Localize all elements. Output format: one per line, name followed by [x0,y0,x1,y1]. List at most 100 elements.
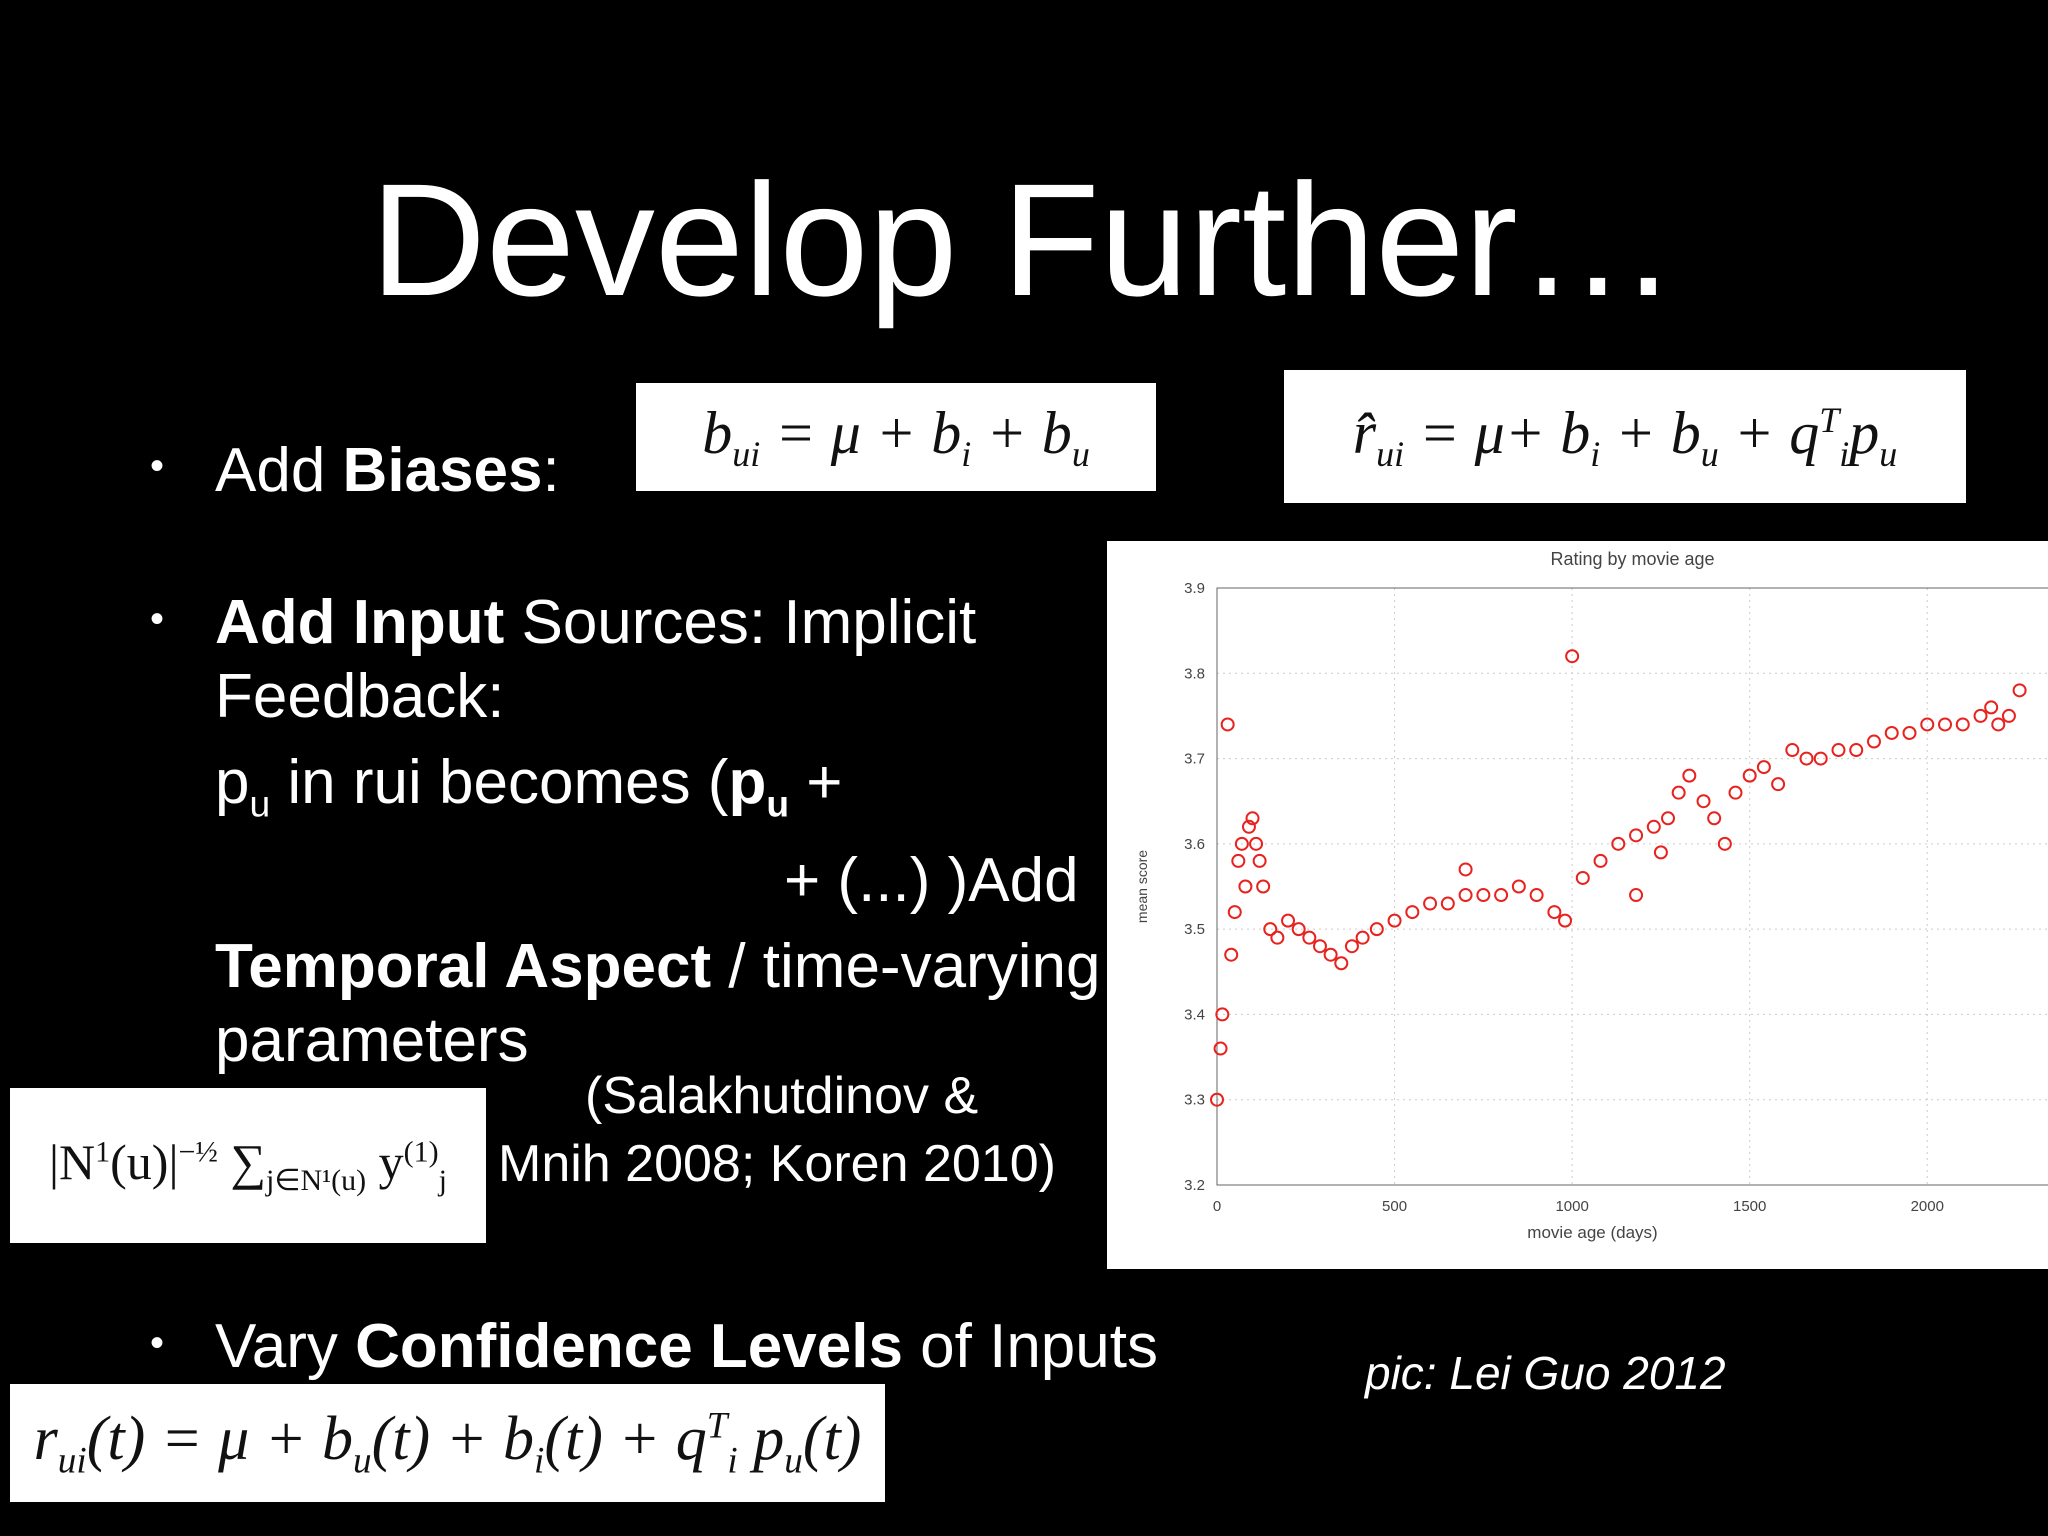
text-segment: + b [1600,399,1701,466]
text-segment: (t) = μ + b [86,1404,354,1473]
subscript: i [1839,433,1850,474]
text-segment: b [702,400,733,466]
bullet-text: Add Input Sources: Implicit [215,592,976,654]
text-run: rui(t) = μ + bu(t) + bi(t) + qTi pu(t) [34,1404,862,1482]
subscript: j [438,1164,447,1197]
text-run: |N1(u)|−½ ∑j∈N¹(u) y(1)j [49,1133,447,1198]
point [1902,725,1917,740]
point [1405,905,1420,920]
point [1742,768,1757,783]
credit: pic: Lei Guo 2012 [1365,1347,1726,1399]
text-run: Add Biases: [215,436,560,505]
bullet: • [150,444,165,488]
text-segment: |N [49,1134,96,1190]
subscript: ui [57,1440,87,1482]
text-segment: (t) + q [544,1404,707,1473]
subscript: u [1700,433,1719,474]
point [1938,717,1953,732]
bullet: • [150,1321,165,1365]
point [1234,836,1249,851]
formula: r̂ui = μ+ bi + bu + qTipu [1284,370,1966,503]
text-run: (Salakhutdinov & [585,1067,978,1125]
point [1785,743,1800,758]
bullet-text: Vary Confidence Levels of Inputs [215,1316,1158,1378]
point [1256,879,1271,894]
text-segment: of Inputs [902,1312,1158,1381]
point [1423,896,1438,911]
point [1653,845,1668,860]
text-run: parameters [215,1006,529,1075]
point [1696,794,1711,809]
text-segment: p [215,748,250,817]
text-segment: Confidence Levels [355,1312,903,1381]
citation: (Salakhutdinov & [585,1066,978,1126]
point [1529,888,1544,903]
text-run: pu in rui becomes (pu + [215,748,843,822]
text-segment: in rui becomes ( [270,748,729,817]
point [1312,939,1327,954]
text-segment: + q [1718,399,1820,466]
point [1771,777,1786,792]
text-run: Mnih 2008; Koren 2010) [498,1135,1056,1193]
text-run: Add Input Sources: Implicit [215,588,976,657]
point [1458,888,1473,903]
text-segment: parameters [215,1006,529,1075]
point [1756,760,1771,775]
subscript: u [1879,433,1898,474]
text-segment: (t) [802,1404,862,1473]
text-segment: Biases [342,436,543,505]
point [1281,913,1296,928]
y-tick-label: 3.5 [1184,921,1205,938]
x-tick-label: 0 [1213,1198,1221,1215]
y-tick-label: 3.6 [1184,836,1205,853]
citation: Mnih 2008; Koren 2010) [498,1134,1056,1194]
point [1565,649,1580,664]
point [1302,930,1317,945]
point [1369,922,1384,937]
point [1458,862,1473,877]
point [1593,853,1608,868]
point [1799,751,1814,766]
text-segment: Add [215,436,343,505]
formula: |N1(u)|−½ ∑j∈N¹(u) y(1)j [10,1088,486,1243]
bullet-text: Add Biases: [215,440,560,502]
text-segment: p [1849,399,1880,466]
superscript: (1) [403,1135,439,1169]
point [1344,939,1359,954]
point [1270,930,1285,945]
bullet-text: pu in rui becomes (pu + [215,752,842,823]
point [1263,922,1278,937]
text-segment: : [542,436,560,505]
point [1866,734,1881,749]
bullet: • [150,597,165,641]
point [1884,725,1899,740]
text-segment: (Salakhutdinov & [585,1067,979,1125]
subscript: u [353,1440,372,1482]
y-tick-label: 3.2 [1184,1177,1205,1194]
text-segment: y [366,1134,404,1190]
point [1611,836,1626,851]
point [1238,879,1253,894]
text-segment: = μ + b [760,400,962,466]
subscript: ui [1376,433,1405,474]
y-tick-label: 3.9 [1184,580,1205,597]
point [2012,683,2027,698]
text-segment: + b [971,400,1072,466]
point [1717,836,1732,851]
point [1646,819,1661,834]
y-tick-label: 3.8 [1184,665,1205,682]
text-segment: Temporal Aspect [215,932,712,1001]
x-axis-label: movie age (days) [1527,1223,1657,1242]
point [1629,828,1644,843]
point [1547,905,1562,920]
text-segment: (t) + b [371,1404,534,1473]
text-segment: Add [968,846,1079,915]
point [1494,888,1509,903]
chart: Rating by movie age movie age (days) mean … [1107,541,2048,1269]
text-segment: r [33,1404,58,1473]
text-segment: + [789,748,843,817]
point [1955,717,1970,732]
subscript: i [534,1440,545,1482]
text-run: Vary Confidence Levels of Inputs [215,1312,1158,1381]
point [1245,811,1260,826]
